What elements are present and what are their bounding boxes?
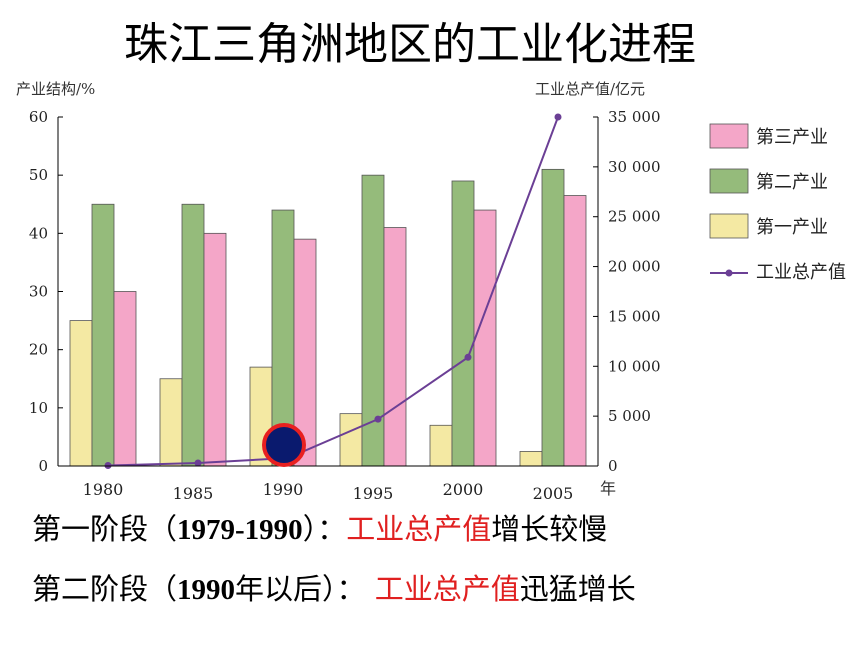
right-tick-label: 20 000 <box>608 258 661 276</box>
legend-label: 第一产业 <box>756 217 828 238</box>
bar-第一产业 <box>159 378 183 467</box>
left-tick-label: 40 <box>29 224 48 242</box>
bar-第二产业 <box>181 203 205 467</box>
legend-swatch-第三产业 <box>709 123 749 149</box>
stage-one-highlight: 工业总产值 <box>346 512 492 546</box>
bar-第三产业 <box>113 291 137 467</box>
right-tick-label: 35 000 <box>608 108 661 126</box>
legend-swatch-第一产业 <box>709 213 749 239</box>
legend-swatch-第二产业 <box>709 168 749 194</box>
bar-第二产业 <box>91 203 115 467</box>
right-tick-label: 25 000 <box>608 208 661 226</box>
legend-label: 第二产业 <box>756 172 828 193</box>
industrial-output-point <box>374 415 382 423</box>
stage-one-mid: ）： <box>302 512 347 546</box>
right-tick-label: 0 <box>608 457 618 475</box>
legend-line-point <box>725 269 733 277</box>
stage-two-years: 1990 <box>177 574 236 606</box>
left-tick-label: 20 <box>29 341 48 359</box>
stage-one-years: 1979-1990 <box>177 514 303 546</box>
bar-第三产业 <box>473 209 497 467</box>
stage-one-suffix: 增长较慢 <box>491 512 608 546</box>
left-tick-label: 0 <box>38 457 48 475</box>
industrial-output-point <box>194 459 202 467</box>
bar-第一产业 <box>339 413 363 467</box>
highlight-marker <box>262 423 306 467</box>
stage-two-note: 第二阶段（1990年以后）： 工业总产值迅猛增长 <box>32 566 636 608</box>
legend-label: 第三产业 <box>756 127 828 148</box>
stage-two-highlight: 工业总产值 <box>374 572 520 606</box>
x-tick-label: 1990 <box>263 480 304 499</box>
stage-one-prefix: 第一阶段（ <box>32 512 178 546</box>
stage-two-prefix: 第二阶段（ <box>32 572 178 606</box>
bar-第三产业 <box>203 232 227 467</box>
legend-label: 工业总产值 <box>756 262 846 283</box>
right-tick-label: 5 000 <box>608 407 651 425</box>
industrial-output-point <box>464 353 472 361</box>
industrialization-chart: 0 10 20 30 40 50 60 0 5 000 10 000 15 000 20 000 25 … <box>16 80 846 503</box>
x-tick-label: 2005 <box>533 484 574 503</box>
bar-第二产业 <box>451 180 475 467</box>
industrial-output-line <box>107 116 559 467</box>
bar-第一产业 <box>429 424 453 467</box>
x-tick-label: 1980 <box>83 480 124 499</box>
bar-第二产业 <box>541 168 565 467</box>
x-tick-label: 1985 <box>173 484 214 503</box>
industrial-output-point <box>554 113 562 121</box>
left-tick-label: 50 <box>29 166 48 184</box>
stage-two-yearword: 年以后）： <box>235 572 366 606</box>
stage-two-suffix: 迅猛增长 <box>519 572 636 606</box>
right-tick-label: 15 000 <box>608 307 661 325</box>
right-tick-label: 30 000 <box>608 158 661 176</box>
left-tick-label: 30 <box>29 283 48 301</box>
bar-第一产业 <box>519 451 543 467</box>
left-tick-label: 10 <box>29 399 48 417</box>
stage-one-note: 第一阶段（1979-1990）：工业总产值增长较慢 <box>32 506 607 548</box>
x-axis-unit: 年 <box>600 479 616 498</box>
bar-第一产业 <box>69 320 93 467</box>
right-axis-title: 工业总产值/亿元 <box>535 80 645 98</box>
x-tick-label: 1995 <box>353 484 394 503</box>
slide-title: 珠江三角洲地区的工业化进程 <box>124 19 696 70</box>
left-axis-title: 产业结构/% <box>16 80 95 98</box>
x-tick-label: 2000 <box>443 480 484 499</box>
bar-第三产业 <box>563 195 587 467</box>
left-tick-label: 60 <box>29 108 48 126</box>
bar-第三产业 <box>383 227 407 467</box>
right-tick-label: 10 000 <box>608 357 661 375</box>
